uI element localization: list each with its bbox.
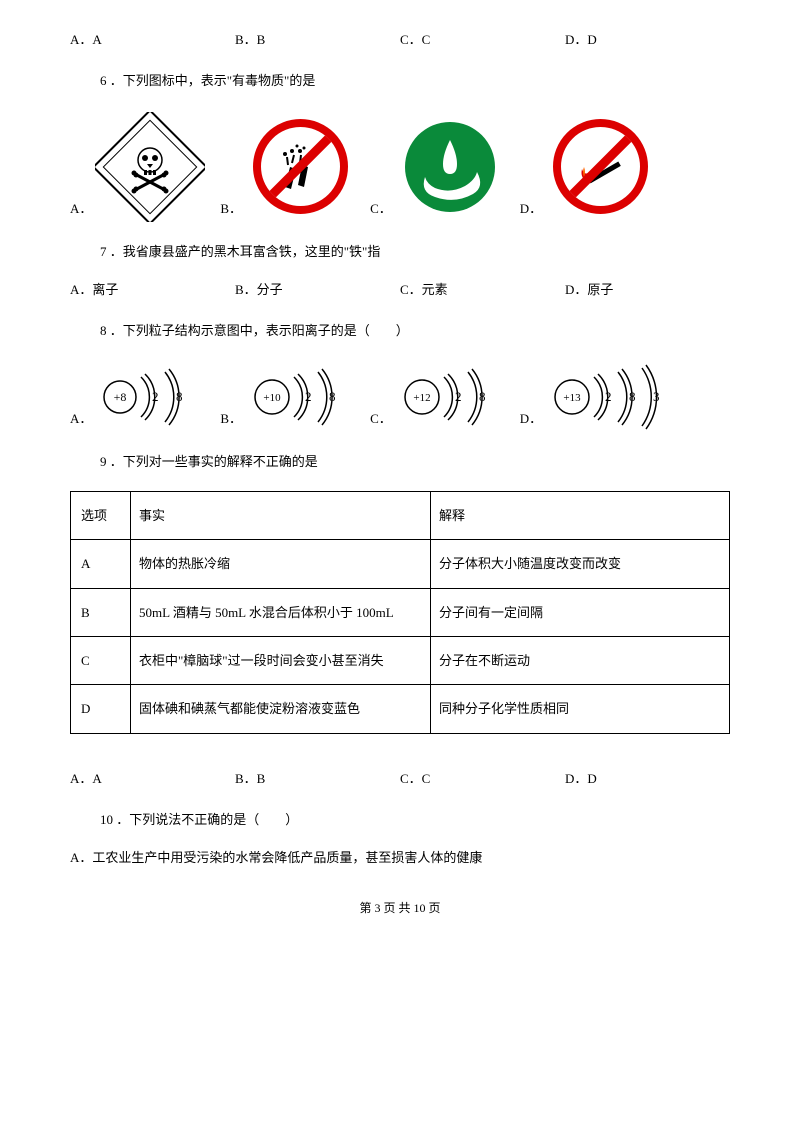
svg-text:8: 8: [176, 389, 183, 404]
q6-choice-b: B．: [220, 112, 355, 222]
q6-label-c: C．: [370, 199, 392, 222]
q9-text: 9 ．下列对一些事实的解释不正确的是: [100, 454, 318, 469]
q8-choice-b: B． +10 2 8: [220, 362, 355, 432]
table-row: A 物体的热胀冷缩 分子体积大小随温度改变而改变: [71, 540, 730, 588]
q7-choices: A．离子 B．分子 C．元素 D．原子: [70, 280, 730, 301]
q6-text: 6 ．下列图标中，表示"有毒物质"的是: [100, 73, 315, 88]
choice-a: A．A: [70, 30, 235, 51]
top-choices: A．A B．B C．C D．D: [70, 30, 730, 51]
question-7: 7 ．我省康县盛产的黑木耳富含铁，这里的"铁"指: [70, 242, 730, 263]
q8-label-c: C．: [370, 409, 392, 432]
svg-text:8: 8: [479, 389, 486, 404]
q7-choice-c: C．元素: [400, 280, 565, 301]
q8-label-b: B．: [220, 409, 242, 432]
q8-choice-d: D． +13 2 8 3: [520, 362, 680, 432]
atom-diagram-d: +13 2 8 3: [545, 362, 680, 432]
choice-b: B．B: [235, 30, 400, 51]
choice-c: C．C: [400, 30, 565, 51]
question-10: 10 ．下列说法不正确的是（ ）: [70, 810, 730, 831]
q6-label-b: B．: [220, 199, 242, 222]
toxic-sign-icon: [95, 112, 205, 222]
q6-choice-a: A．: [70, 112, 205, 222]
q9-choice-a: A．A: [70, 769, 235, 790]
svg-text:+8: +8: [114, 390, 127, 404]
q8-text: 8 ．下列粒子结构示意图中，表示阳离子的是（ ）: [100, 323, 409, 338]
q7-choice-b: B．分子: [235, 280, 400, 301]
svg-text:+10: +10: [263, 392, 281, 404]
q6-choices: A． B．: [70, 112, 730, 222]
q9-choice-b: B．B: [235, 769, 400, 790]
svg-text:2: 2: [305, 389, 312, 404]
q10-choice-a: A．工农业生产中用受污染的水常会降低产品质量，甚至损害人体的健康: [70, 848, 730, 869]
svg-text:2: 2: [455, 389, 462, 404]
q6-choice-d: D．: [520, 112, 655, 222]
page-footer: 第 3 页 共 10 页: [70, 899, 730, 918]
no-fireworks-icon: [245, 112, 355, 222]
q9-choice-c: C．C: [400, 769, 565, 790]
svg-text:8: 8: [629, 389, 636, 404]
q6-choice-c: C．: [370, 112, 505, 222]
header-explanation: 解释: [431, 491, 730, 539]
question-9: 9 ．下列对一些事实的解释不正确的是: [70, 452, 730, 473]
svg-text:+13: +13: [564, 392, 582, 404]
table-row: B 50mL 酒精与 50mL 水混合后体积小于 100mL 分子间有一定间隔: [71, 588, 730, 636]
q8-choices: A． +8 2 8 B． +10 2: [70, 362, 730, 432]
q8-label-d: D．: [520, 409, 542, 432]
q6-label-a: A．: [70, 199, 92, 222]
q7-choice-a: A．离子: [70, 280, 235, 301]
choice-d: D．D: [565, 30, 730, 51]
table-row: D 固体碘和碘蒸气都能使淀粉溶液变蓝色 同种分子化学性质相同: [71, 685, 730, 733]
svg-text:3: 3: [653, 389, 660, 404]
q6-label-d: D．: [520, 199, 542, 222]
q9-table: 选项 事实 解释 A 物体的热胀冷缩 分子体积大小随温度改变而改变 B 50mL…: [70, 491, 730, 734]
svg-text:2: 2: [152, 389, 159, 404]
question-6: 6 ．下列图标中，表示"有毒物质"的是: [70, 71, 730, 92]
atom-diagram-c: +12 2 8: [395, 362, 505, 432]
svg-text:2: 2: [605, 389, 612, 404]
no-match-icon: [545, 112, 655, 222]
table-header-row: 选项 事实 解释: [71, 491, 730, 539]
q10-text: 10 ．下列说法不正确的是（ ）: [100, 812, 298, 827]
q8-label-a: A．: [70, 409, 92, 432]
svg-text:8: 8: [329, 389, 336, 404]
atom-diagram-a: +8 2 8: [95, 362, 205, 432]
q7-choice-d: D．原子: [565, 280, 730, 301]
q8-choice-c: C． +12 2 8: [370, 362, 505, 432]
q9-choice-d: D．D: [565, 769, 730, 790]
header-fact: 事实: [131, 491, 431, 539]
q8-choice-a: A． +8 2 8: [70, 362, 205, 432]
svg-text:+12: +12: [413, 392, 430, 404]
atom-diagram-b: +10 2 8: [245, 362, 355, 432]
q7-text: 7 ．我省康县盛产的黑木耳富含铁，这里的"铁"指: [100, 244, 380, 259]
question-8: 8 ．下列粒子结构示意图中，表示阳离子的是（ ）: [70, 321, 730, 342]
q9-choices: A．A B．B C．C D．D: [70, 769, 730, 790]
header-option: 选项: [71, 491, 131, 539]
table-row: C 衣柜中"樟脑球"过一段时间会变小甚至消失 分子在不断运动: [71, 636, 730, 684]
water-drop-icon: [395, 112, 505, 222]
